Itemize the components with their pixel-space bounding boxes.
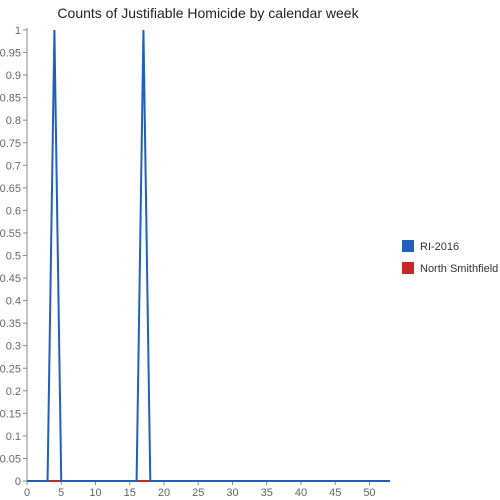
plot-area: 0 0.05 0.1 0.15 0.2 0.25 0.3 0.35 0.4 0.45 0.5 0.55… — [0, 25, 390, 499]
legend-swatch-1[interactable] — [402, 262, 414, 274]
chart-title: Counts of Justifiable Homicide by calend… — [57, 5, 359, 21]
x-tick-label: 30 — [226, 487, 238, 499]
y-tick-label: 0.5 — [6, 251, 21, 263]
y-tick-label: 0.65 — [0, 183, 21, 195]
x-tick-label: 35 — [261, 487, 273, 499]
y-tick-label: 0.6 — [6, 205, 21, 217]
y-tick-label: 0.35 — [0, 318, 21, 330]
y-tick-label: 0.9 — [6, 70, 21, 82]
legend-label-0[interactable]: RI-2016 — [420, 241, 459, 253]
x-tick-label: 10 — [89, 487, 101, 499]
y-tick-label: 0.45 — [0, 273, 21, 285]
y-tick-label: 0.55 — [0, 228, 21, 240]
x-tick-label: 45 — [329, 487, 341, 499]
x-tick-label: 5 — [58, 487, 64, 499]
x-tick-label: 40 — [295, 487, 307, 499]
y-tick-label: 1 — [15, 25, 21, 37]
y-tick-label: 0.85 — [0, 93, 21, 105]
x-tick-label: 0 — [24, 487, 30, 499]
legend-label-1[interactable]: North Smithfield — [420, 263, 498, 275]
x-tick-label: 25 — [192, 487, 204, 499]
y-tick-label: 0.2 — [6, 386, 21, 398]
x-tick-label: 15 — [124, 487, 136, 499]
y-tick-label: 0.15 — [0, 408, 21, 420]
x-tick-label: 20 — [158, 487, 170, 499]
x-tick-label: 50 — [363, 487, 375, 499]
y-tick-label: 0.3 — [6, 341, 21, 353]
y-tick-label: 0 — [15, 476, 21, 488]
series-line-0 — [27, 29, 390, 482]
y-tick-label: 0.25 — [0, 363, 21, 375]
legend-swatch-0[interactable] — [402, 240, 414, 252]
y-tick-label: 0.75 — [0, 138, 21, 150]
legend: RI-2016 North Smithfield — [402, 240, 498, 275]
y-tick-label: 0.1 — [6, 431, 21, 443]
y-tick-label: 0.7 — [6, 160, 21, 172]
y-tick-label: 0.95 — [0, 48, 21, 60]
y-tick-label: 0.4 — [6, 296, 21, 308]
y-tick-label: 0.8 — [6, 115, 21, 127]
y-tick-label: 0.05 — [0, 453, 21, 465]
